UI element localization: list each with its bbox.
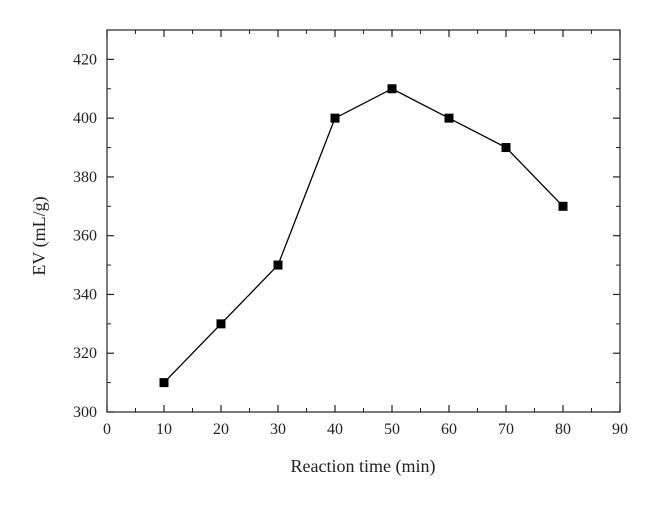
x-tick-label: 60 <box>441 421 457 438</box>
y-tick-label: 380 <box>73 169 97 186</box>
data-point-marker <box>387 84 397 94</box>
x-axis: 0 10 20 30 40 50 60 70 80 90 <box>103 30 628 438</box>
data-point-marker <box>501 143 511 153</box>
y-tick-label: 420 <box>73 51 97 68</box>
data-point-marker <box>330 113 340 123</box>
data-point-marker <box>159 378 169 388</box>
x-tick-label: 90 <box>612 421 628 438</box>
data-point-marker <box>558 201 568 211</box>
x-tick-label: 70 <box>498 421 514 438</box>
y-tick-label: 400 <box>73 110 97 127</box>
x-tick-label: 50 <box>384 421 400 438</box>
x-tick-label: 80 <box>555 421 571 438</box>
y-axis: 300 320 340 360 380 400 420 <box>73 29 620 421</box>
x-tick-label: 20 <box>213 421 229 438</box>
y-tick-label: 300 <box>73 404 97 421</box>
x-tick-label: 30 <box>270 421 286 438</box>
x-axis-label: Reaction time (min) <box>291 456 436 477</box>
x-tick-label: 10 <box>156 421 172 438</box>
data-point-marker <box>444 113 454 123</box>
y-tick-label: 320 <box>73 345 97 362</box>
x-tick-label: 40 <box>327 421 343 438</box>
y-tick-label: 340 <box>73 286 97 303</box>
data-point-marker <box>273 260 283 270</box>
x-tick-label: 0 <box>103 421 111 438</box>
y-tick-label: 360 <box>73 228 97 245</box>
series-line <box>163 88 564 384</box>
y-axis-label: EV (mL/g) <box>29 196 50 275</box>
data-point-marker <box>216 319 226 329</box>
data-series <box>159 84 568 388</box>
plot-frame <box>106 29 621 413</box>
